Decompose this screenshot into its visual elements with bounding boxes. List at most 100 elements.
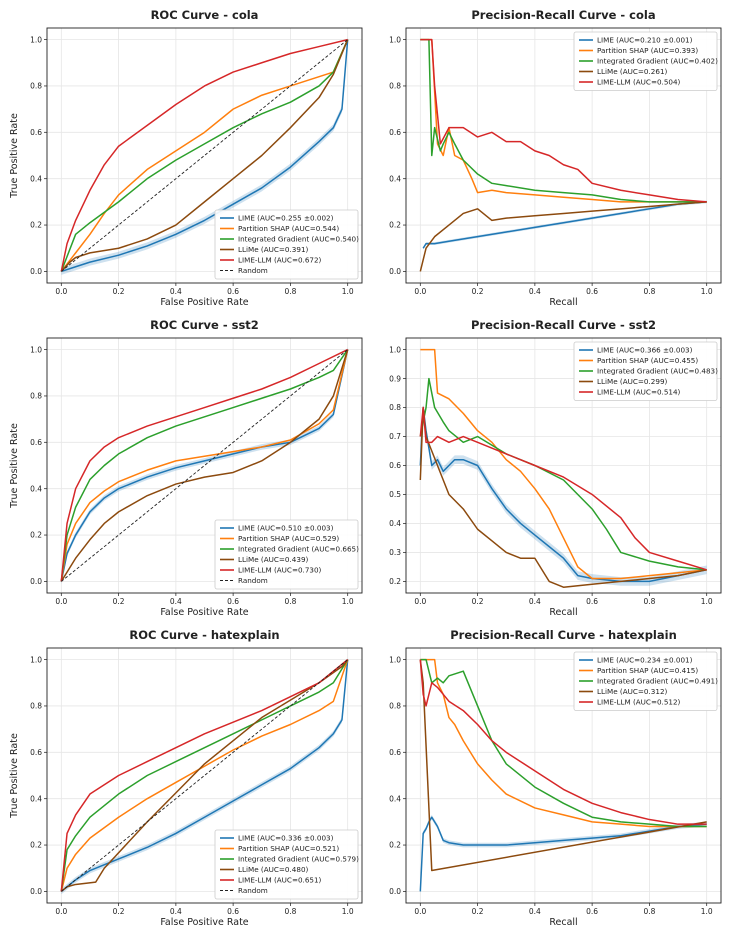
- legend-label-lime: LIME (AUC=0.510 ±0.003): [238, 524, 334, 533]
- y-tick-label: 1.0: [389, 655, 401, 664]
- x-tick-label: 0.6: [227, 597, 239, 606]
- lime-line: [60, 349, 349, 582]
- legend-label-lime-llm: LIME-LLM (AUC=0.514): [597, 388, 681, 397]
- x-tick-label: 0.2: [113, 287, 125, 296]
- llime-line: [419, 406, 707, 588]
- x-tick-label: 0.8: [643, 597, 655, 606]
- y-tick-label: 1.0: [30, 655, 42, 664]
- y-tick-label: 0.0: [30, 267, 42, 276]
- y-tick-label: 0.7: [389, 432, 401, 441]
- y-tick-label: 0.2: [389, 221, 401, 230]
- llime-line: [60, 349, 349, 582]
- integrated-gradient-line: [60, 349, 349, 582]
- axes-frame: [46, 647, 363, 904]
- y-tick-label: 0.2: [30, 531, 42, 540]
- y-axis-label: True Positive Rate: [9, 113, 20, 199]
- y-axis-label: True Positive Rate: [9, 423, 20, 509]
- legend-label-llime: LLiMe (AUC=0.261): [597, 67, 668, 76]
- x-tick-label: 0.2: [472, 907, 484, 916]
- legend-label-llime: LLiMe (AUC=0.480): [238, 865, 309, 874]
- legend-label-partition-shap: Partition SHAP (AUC=0.393): [597, 46, 698, 55]
- y-tick-label: 0.8: [389, 702, 401, 711]
- y-tick-label: 0.8: [30, 702, 42, 711]
- x-tick-label: 0.4: [529, 597, 541, 606]
- y-tick-label: 0.8: [30, 392, 42, 401]
- legend-label-lime: LIME (AUC=0.366 ±0.003): [597, 346, 693, 355]
- x-tick-label: 0.0: [414, 597, 426, 606]
- legend-box: [573, 31, 718, 91]
- x-axis-label: Recall: [549, 607, 577, 618]
- x-tick-label: 0.0: [414, 287, 426, 296]
- x-tick-label: 0.2: [113, 597, 125, 606]
- legend-label-integrated-gradient: Integrated Gradient (AUC=0.665): [238, 545, 359, 554]
- y-tick-label: 0.4: [30, 794, 42, 803]
- axes-frame: [405, 647, 722, 904]
- integrated-gradient-line: [60, 39, 349, 272]
- legend-label-integrated-gradient: Integrated Gradient (AUC=0.579): [238, 855, 359, 864]
- x-tick-label: 0.4: [170, 907, 182, 916]
- legend-label-integrated-gradient: Integrated Gradient (AUC=0.540): [238, 235, 359, 244]
- lime-llm-line: [60, 348, 349, 582]
- integrated-gradient-line: [60, 659, 349, 892]
- partition-shap-line: [60, 659, 349, 892]
- legend-label-integrated-gradient: Integrated Gradient (AUC=0.483): [597, 367, 718, 376]
- legend-label-llime: LLiMe (AUC=0.391): [238, 245, 309, 254]
- series-group: [419, 38, 707, 272]
- y-tick-label: 0.0: [389, 887, 401, 896]
- lime-llm-line: [60, 659, 349, 892]
- x-axis-label: False Positive Rate: [160, 607, 248, 618]
- x-tick-label: 0.8: [284, 907, 296, 916]
- y-tick-label: 0.8: [389, 403, 401, 412]
- legend-box: [573, 341, 718, 401]
- x-tick-label: 1.0: [342, 287, 354, 296]
- x-tick-label: 0.8: [643, 907, 655, 916]
- y-tick-label: 0.0: [389, 267, 401, 276]
- llime-line: [60, 39, 349, 272]
- chart-roc-hatexplain: 0.0 0.2 0.4 0.6 0.8 1.0 0.0 0.2 0.4 0.6 0.8 1.0 ROC …: [9, 628, 363, 928]
- y-tick-label: 0.0: [30, 577, 42, 586]
- y-tick-label: 0.4: [30, 174, 42, 183]
- legend-label-random: Random: [238, 576, 268, 585]
- y-axis-label: Precision: [376, 754, 379, 796]
- legend-label-lime: LIME (AUC=0.210 ±0.001): [597, 36, 693, 45]
- axes-frame: [46, 27, 363, 284]
- x-tick-label: 0.6: [227, 287, 239, 296]
- legend-box: [214, 519, 359, 590]
- legend-box: [214, 209, 359, 280]
- x-tick-label: 0.8: [643, 287, 655, 296]
- y-tick-label: 1.0: [389, 345, 401, 354]
- legend: LIME (AUC=0.255 ±0.002)Partition SHAP (A…: [214, 209, 359, 280]
- random-line: [61, 349, 348, 582]
- chart-roc-sst2: 0.0 0.2 0.4 0.6 0.8 1.0 0.0 0.2 0.4 0.6 0.8 1.0 ROC …: [9, 318, 363, 618]
- lime-llm-line: [419, 406, 707, 571]
- axes-frame: [405, 337, 722, 594]
- y-tick-label: 0.8: [389, 82, 401, 91]
- legend-label-integrated-gradient: Integrated Gradient (AUC=0.402): [597, 57, 718, 66]
- x-tick-label: 0.6: [586, 597, 598, 606]
- lime-llm-line: [60, 38, 348, 272]
- chart-title: ROC Curve - hatexplain: [129, 628, 279, 642]
- llime-line: [419, 201, 707, 272]
- x-axis-label: False Positive Rate: [160, 297, 248, 308]
- x-tick-label: 0.4: [529, 907, 541, 916]
- legend: LIME (AUC=0.336 ±0.003)Partition SHAP (A…: [214, 829, 359, 900]
- y-tick-label: 0.2: [30, 221, 42, 230]
- x-tick-label: 0.6: [586, 287, 598, 296]
- legend-label-lime: LIME (AUC=0.234 ±0.001): [597, 656, 693, 665]
- integrated-gradient-line: [420, 38, 707, 203]
- y-tick-label: 0.4: [389, 519, 401, 528]
- random-line: [61, 39, 348, 272]
- y-tick-label: 0.6: [30, 748, 42, 757]
- legend-label-lime-llm: LIME-LLM (AUC=0.651): [238, 876, 322, 885]
- y-tick-label: 0.2: [30, 841, 42, 850]
- y-tick-label: 0.5: [389, 490, 401, 499]
- x-axis-label: Recall: [549, 297, 577, 308]
- legend-label-partition-shap: Partition SHAP (AUC=0.544): [238, 224, 339, 233]
- x-tick-label: 1.0: [701, 597, 713, 606]
- chart-pr-cola: 0.0 0.2 0.4 0.6 0.8 1.0 0.0 0.2 0.4 0.6 0.8 1.0 Prec…: [376, 8, 722, 308]
- y-tick-label: 0.8: [30, 82, 42, 91]
- y-axis-label: Precision: [376, 444, 379, 486]
- legend-label-lime-llm: LIME-LLM (AUC=0.730): [238, 566, 322, 575]
- x-tick-label: 1.0: [701, 287, 713, 296]
